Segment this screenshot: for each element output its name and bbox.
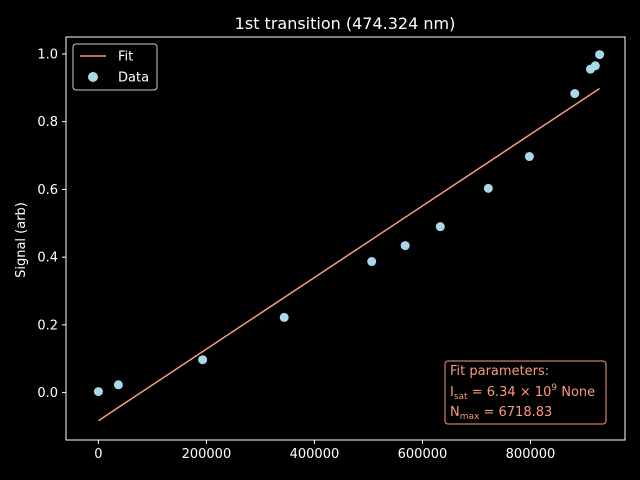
data-point (590, 61, 600, 71)
y-tick-label: 0.2 (37, 318, 58, 333)
x-tick-label: 800000 (506, 447, 556, 462)
plot-frame (65, 36, 626, 441)
y-axis-label: Signal (arb) (14, 202, 29, 278)
y-tick-label: 0.8 (37, 115, 58, 130)
fit-parameters-title: Fit parameters: (450, 364, 549, 379)
x-axis: 0 200000 400000 600000 800000 (94, 440, 555, 462)
y-tick-label: 1.0 (37, 47, 58, 62)
data-point (570, 89, 580, 99)
fit-parameter-nmax: Nmax = 6718.83 (450, 405, 552, 422)
data-point (435, 222, 445, 232)
fit-parameters-box: Fit parameters: Isat = 6.34 × 109 None N… (444, 360, 607, 425)
data-point (113, 380, 123, 390)
series-layer (93, 50, 605, 422)
data-point (93, 387, 103, 397)
legend: Fit Data (72, 43, 158, 91)
data-point (483, 183, 493, 193)
y-axis: 0.0 0.2 0.4 0.6 0.8 1.0 (37, 47, 66, 401)
x-tick-label: 200000 (182, 447, 232, 462)
plot-area (65, 36, 626, 441)
data-point (524, 152, 534, 162)
legend-fit-label: Fit (118, 50, 133, 65)
y-tick-label: 0.4 (37, 251, 58, 266)
legend-data-label: Data (118, 71, 149, 86)
fit-parameter-isat: Isat = 6.34 × 109 None (450, 383, 595, 402)
data-point (198, 355, 208, 365)
y-tick-label: 0.0 (37, 386, 58, 401)
x-tick-label: 0 (94, 447, 102, 462)
legend-data-marker (88, 72, 98, 82)
fit-line (97, 87, 601, 422)
data-point (279, 312, 289, 322)
data-point (595, 50, 605, 60)
chart-title: 1st transition (474.324 nm) (235, 14, 456, 33)
x-tick-label: 600000 (398, 447, 448, 462)
data-point (367, 257, 377, 267)
fit-parameters-frame (444, 360, 607, 425)
x-tick-label: 400000 (290, 447, 340, 462)
data-point (400, 241, 410, 251)
y-tick-label: 0.6 (37, 183, 58, 198)
